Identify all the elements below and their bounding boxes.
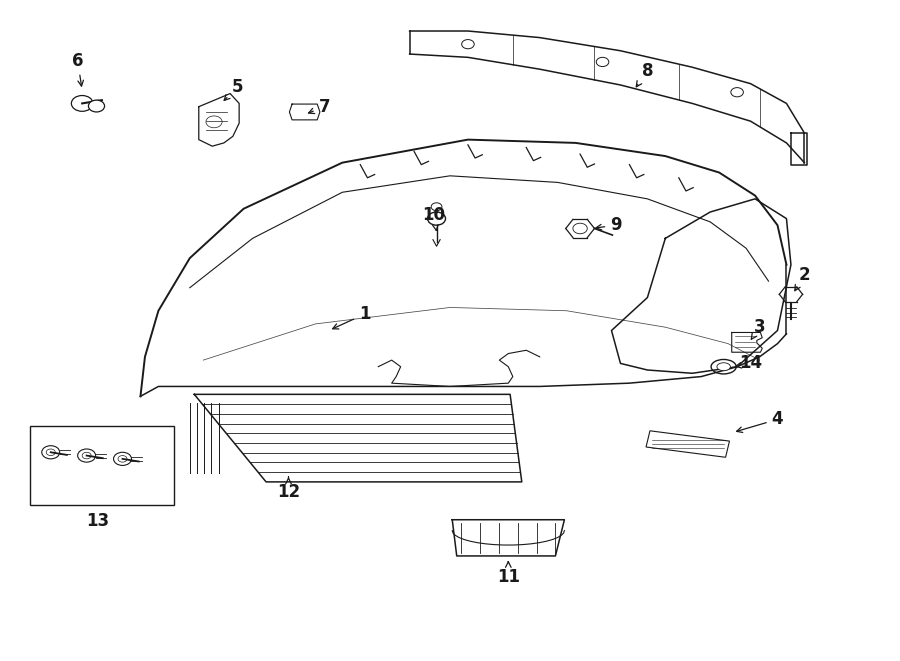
Text: 14: 14 (735, 354, 762, 372)
Text: 3: 3 (752, 318, 765, 339)
Text: 12: 12 (277, 477, 300, 501)
Polygon shape (140, 139, 787, 397)
Polygon shape (199, 94, 239, 146)
Circle shape (88, 100, 104, 112)
Ellipse shape (717, 363, 731, 371)
Text: 10: 10 (422, 206, 446, 231)
FancyBboxPatch shape (646, 431, 730, 457)
Ellipse shape (711, 360, 736, 374)
Text: 6: 6 (72, 52, 84, 86)
Text: 9: 9 (596, 216, 622, 234)
Polygon shape (611, 199, 791, 373)
Text: 1: 1 (333, 305, 371, 329)
Polygon shape (732, 332, 762, 352)
Polygon shape (290, 104, 320, 120)
Polygon shape (194, 395, 522, 482)
Text: 4: 4 (736, 410, 783, 432)
Polygon shape (452, 520, 564, 556)
Text: 13: 13 (86, 512, 109, 530)
Text: 7: 7 (309, 98, 330, 116)
Text: 11: 11 (497, 562, 520, 586)
Bar (30, 426, 174, 505)
Polygon shape (410, 31, 805, 163)
Text: 8: 8 (636, 61, 653, 87)
Text: 2: 2 (795, 266, 810, 291)
Text: 5: 5 (224, 78, 243, 100)
